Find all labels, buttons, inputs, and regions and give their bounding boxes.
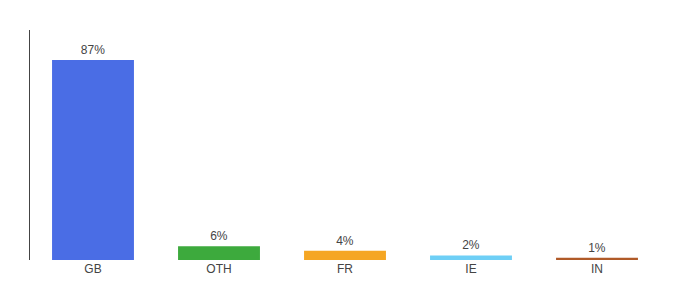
svg-text:FR: FR (337, 262, 353, 276)
svg-text:GB: GB (84, 262, 101, 276)
svg-text:1%: 1% (588, 241, 606, 255)
svg-text:6%: 6% (210, 229, 228, 243)
svg-text:2%: 2% (462, 238, 480, 252)
svg-text:OTH: OTH (206, 262, 231, 276)
svg-text:87%: 87% (81, 43, 105, 57)
svg-text:4%: 4% (336, 234, 354, 248)
svg-text:IN: IN (591, 262, 603, 276)
svg-text:IE: IE (465, 262, 476, 276)
